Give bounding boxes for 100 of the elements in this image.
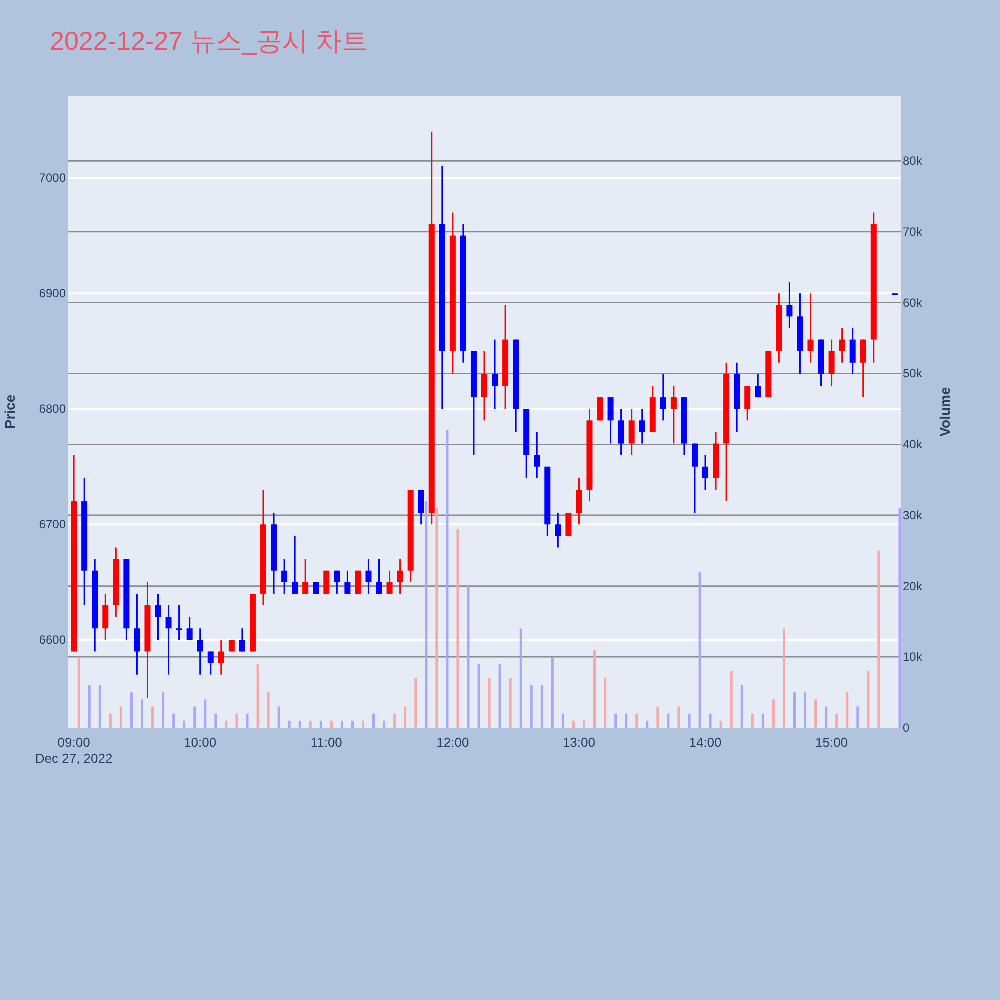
bar xyxy=(898,508,902,728)
bar xyxy=(98,685,102,728)
candlestick xyxy=(755,374,762,398)
bar xyxy=(562,714,564,728)
candlestick xyxy=(134,593,140,676)
bar xyxy=(520,628,522,728)
bar xyxy=(330,720,333,728)
bar xyxy=(636,714,638,728)
bar xyxy=(814,700,818,728)
candlestick xyxy=(670,385,677,445)
y-tick-label: 6800 xyxy=(39,402,66,416)
candlestick xyxy=(292,535,298,595)
candlestick xyxy=(482,350,488,422)
bar xyxy=(414,678,418,728)
candlestick xyxy=(692,443,698,514)
bar xyxy=(856,706,860,728)
bar xyxy=(782,628,786,728)
bar xyxy=(309,720,312,728)
bar xyxy=(846,692,849,728)
y2-tick-label: 60k xyxy=(903,296,924,310)
bar xyxy=(109,714,112,728)
candlestick xyxy=(186,616,193,641)
bar xyxy=(78,657,80,728)
x-tick-label: 14:00 xyxy=(689,735,722,750)
bar xyxy=(698,572,702,728)
bar xyxy=(236,714,238,728)
candlestick xyxy=(808,292,814,364)
bar xyxy=(530,685,533,728)
candlestick xyxy=(355,570,362,595)
candlestick xyxy=(397,558,404,595)
bar xyxy=(246,714,249,728)
candlestick xyxy=(828,339,835,387)
bar xyxy=(141,700,144,728)
bar xyxy=(183,720,186,728)
candlestick xyxy=(555,512,562,549)
x-tick-label: 10:00 xyxy=(184,735,217,750)
y-tick-label: 6600 xyxy=(39,633,66,648)
candlestick xyxy=(608,396,614,445)
candlestick xyxy=(239,628,246,652)
bar xyxy=(172,714,176,728)
bar xyxy=(572,720,575,728)
y2-tick-label: 10k xyxy=(903,650,924,664)
text: Dec 27, 2022 xyxy=(35,751,113,766)
bar xyxy=(720,720,722,728)
candlestick xyxy=(566,512,572,537)
candlestick xyxy=(744,385,751,422)
candlestick xyxy=(102,593,109,641)
bar xyxy=(772,700,775,728)
y2-tick-label: 80k xyxy=(903,154,924,168)
y2-tick-label: 0 xyxy=(903,721,910,735)
bar xyxy=(278,706,280,728)
y-tick-label: 6700 xyxy=(39,518,66,532)
candlestick xyxy=(386,570,393,595)
bar xyxy=(436,508,438,728)
candlestick xyxy=(576,478,582,526)
candlestick xyxy=(628,408,635,456)
bar xyxy=(825,706,828,728)
bar xyxy=(740,685,744,728)
y2-axis-title: Volume xyxy=(937,387,953,437)
bar xyxy=(583,720,586,728)
y2-tick-label: 40k xyxy=(903,438,924,452)
candlestick xyxy=(282,558,288,595)
x-tick-label: 13:00 xyxy=(562,735,596,750)
bar xyxy=(162,692,165,728)
candlestick xyxy=(176,604,182,641)
bar xyxy=(656,706,660,728)
bar xyxy=(625,714,628,728)
bar xyxy=(288,720,291,728)
candlestick xyxy=(344,570,351,595)
bar xyxy=(762,714,764,728)
bar xyxy=(794,692,796,728)
candlestick xyxy=(418,489,424,526)
bar xyxy=(509,678,512,728)
candlestick xyxy=(376,558,382,595)
bar xyxy=(730,671,733,728)
bar xyxy=(298,720,302,728)
bar xyxy=(267,692,270,728)
y-tick-label: 7000 xyxy=(39,171,66,186)
bar xyxy=(467,586,470,728)
bar xyxy=(604,678,607,728)
bar xyxy=(351,720,354,728)
y2-tick-label: 30k xyxy=(903,508,924,522)
bar xyxy=(614,714,618,728)
bar xyxy=(688,714,691,728)
candlestick xyxy=(366,558,372,595)
bar xyxy=(256,664,260,728)
bar xyxy=(804,692,807,728)
bar xyxy=(225,720,228,728)
bar xyxy=(594,650,596,728)
candlestick xyxy=(860,339,866,398)
bar xyxy=(678,706,680,728)
candlestick xyxy=(639,408,646,445)
chart-title: 2022-12-27 뉴스_공시 차트 xyxy=(50,26,368,56)
bar xyxy=(383,720,386,728)
bar xyxy=(446,430,449,728)
candlestick xyxy=(302,558,309,595)
bar xyxy=(478,664,480,728)
candlestick xyxy=(492,339,498,410)
candlestick xyxy=(166,604,172,676)
candlestick xyxy=(218,639,224,676)
